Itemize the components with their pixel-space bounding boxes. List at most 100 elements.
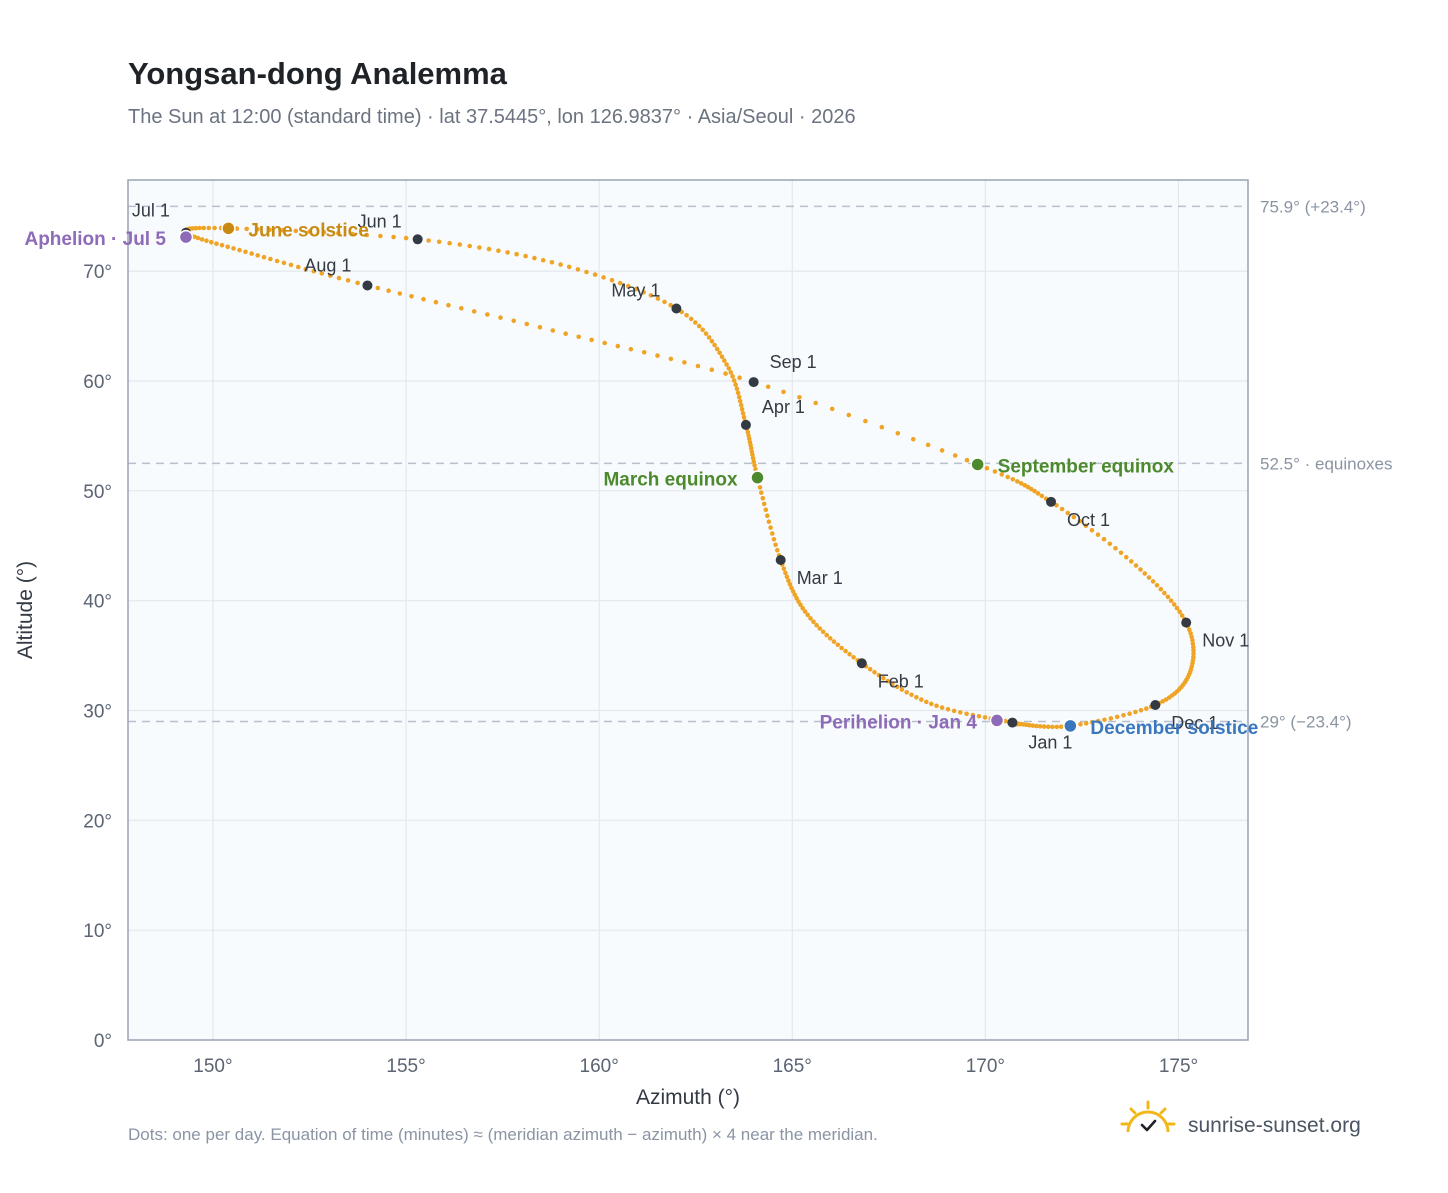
daily-sun-dot: [682, 360, 687, 365]
daily-sun-dot: [249, 251, 254, 256]
daily-sun-dot: [757, 485, 763, 490]
daily-sun-dot: [802, 609, 808, 614]
footer-note: Dots: one per day. Equation of time (min…: [128, 1125, 878, 1144]
daily-sun-dot: [976, 714, 982, 719]
daily-sun-dot: [800, 605, 805, 611]
event-label: December solstice: [1090, 718, 1258, 739]
daily-sun-dot: [403, 235, 409, 241]
daily-sun-dot: [847, 651, 852, 657]
daily-sun-dot: [843, 648, 848, 654]
daily-sun-dot: [1165, 594, 1171, 600]
daily-sun-dot: [214, 241, 219, 246]
daily-sun-dot: [1154, 583, 1160, 588]
daily-sun-dot: [814, 622, 819, 628]
daily-sun-dot: [655, 296, 661, 301]
month-marker: [1046, 496, 1057, 507]
daily-sun-dot: [609, 277, 615, 283]
event-label: March equinox: [603, 470, 738, 491]
daily-sun-dot: [731, 378, 737, 383]
daily-sun-dot: [760, 495, 766, 501]
daily-sun-dot: [293, 228, 299, 234]
daily-sun-dot: [1089, 527, 1095, 533]
daily-sun-dot: [719, 354, 725, 360]
y-tick-label: 20°: [83, 811, 112, 832]
daily-sun-dot: [1162, 590, 1167, 596]
daily-sun-dot: [615, 343, 621, 349]
daily-sun-dot: [421, 296, 426, 302]
daily-sun-dot: [558, 262, 563, 267]
daily-sun-dot: [648, 293, 654, 298]
daily-sun-dot: [911, 436, 916, 442]
daily-sun-dot: [846, 412, 852, 418]
daily-sun-dot: [722, 358, 727, 363]
x-tick-label: 160°: [580, 1056, 619, 1077]
daily-sun-dot: [1138, 567, 1143, 572]
daily-sun-dot: [741, 414, 747, 420]
daily-sun-dot: [904, 690, 909, 695]
daily-sun-dot: [311, 268, 317, 274]
daily-sun-dot: [485, 312, 490, 317]
daily-sun-dot: [1029, 486, 1034, 492]
daily-sun-dot: [773, 542, 778, 548]
daily-sun-dot: [820, 629, 826, 635]
daily-sun-dot: [763, 507, 769, 513]
daily-sun-dot: [1095, 532, 1101, 537]
daily-sun-dot: [261, 254, 267, 260]
daily-sun-dot: [505, 250, 510, 255]
daily-sun-dot: [1101, 536, 1107, 542]
daily-sun-dot: [288, 262, 294, 268]
daily-sun-dot: [730, 374, 735, 379]
daily-sun-dot: [696, 323, 702, 329]
y-tick-label: 70°: [83, 262, 112, 283]
x-tick-label: 170°: [966, 1056, 1005, 1077]
daily-sun-dot: [641, 350, 647, 355]
daily-sun-dot: [566, 264, 572, 270]
daily-sun-dot: [1083, 523, 1089, 528]
month-label: Feb 1: [878, 671, 924, 691]
daily-sun-dot: [1171, 602, 1177, 607]
month-markers: Jan 1 Feb 1 Mar 1 Apr 1 May 1 Jun 1 Jul 1 Aug 1…: [132, 201, 1249, 753]
daily-sun-dot: [714, 346, 720, 352]
daily-sun-dot: [540, 257, 546, 263]
daily-sun-dot: [1018, 481, 1024, 486]
daily-sun-dot: [199, 237, 205, 242]
daily-sun-dot: [201, 225, 206, 231]
daily-sun-dot: [1010, 477, 1016, 482]
daily-sun-dot: [792, 592, 798, 598]
event-marker: [970, 457, 985, 472]
daily-sun-dot: [925, 442, 931, 448]
daily-sun-dot: [781, 389, 786, 395]
month-marker: [671, 303, 682, 314]
daily-sun-dot: [602, 340, 607, 346]
daily-sun-dot: [1179, 613, 1185, 618]
daily-sun-dot: [486, 246, 492, 252]
month-marker: [748, 377, 759, 388]
daily-sun-dot: [496, 248, 501, 253]
daily-sun-dot: [919, 697, 924, 702]
daily-sun-dot: [206, 225, 212, 231]
daily-sun-dot: [775, 547, 780, 553]
daily-sun-dot: [446, 302, 451, 308]
daily-sun-dot: [1191, 644, 1196, 650]
daily-sun-dot: [345, 278, 351, 283]
daily-sun-dot: [726, 366, 732, 371]
daily-sun-dot: [851, 655, 856, 660]
daily-sun-dot: [914, 695, 919, 700]
daily-sun-dot: [733, 382, 738, 387]
daily-sun-dot: [1108, 716, 1114, 721]
daily-sun-dot: [280, 228, 285, 233]
y-tick-label: 10°: [83, 921, 112, 942]
daily-sun-dot: [982, 715, 988, 720]
y-tick-labels: 0° 10° 20° 30° 40° 50° 60° 70°: [83, 262, 112, 1052]
daily-sun-dot: [225, 244, 230, 250]
brand-name[interactable]: sunrise-sunset.org: [1188, 1114, 1361, 1137]
daily-sun-dot: [1188, 631, 1193, 636]
daily-sun-dot: [824, 632, 829, 638]
y-tick-label: 0°: [94, 1031, 112, 1052]
daily-sun-dot: [471, 309, 477, 314]
daily-sun-dot: [459, 306, 464, 311]
daily-sun-dot: [992, 469, 998, 474]
daily-sun-dot: [447, 240, 452, 246]
